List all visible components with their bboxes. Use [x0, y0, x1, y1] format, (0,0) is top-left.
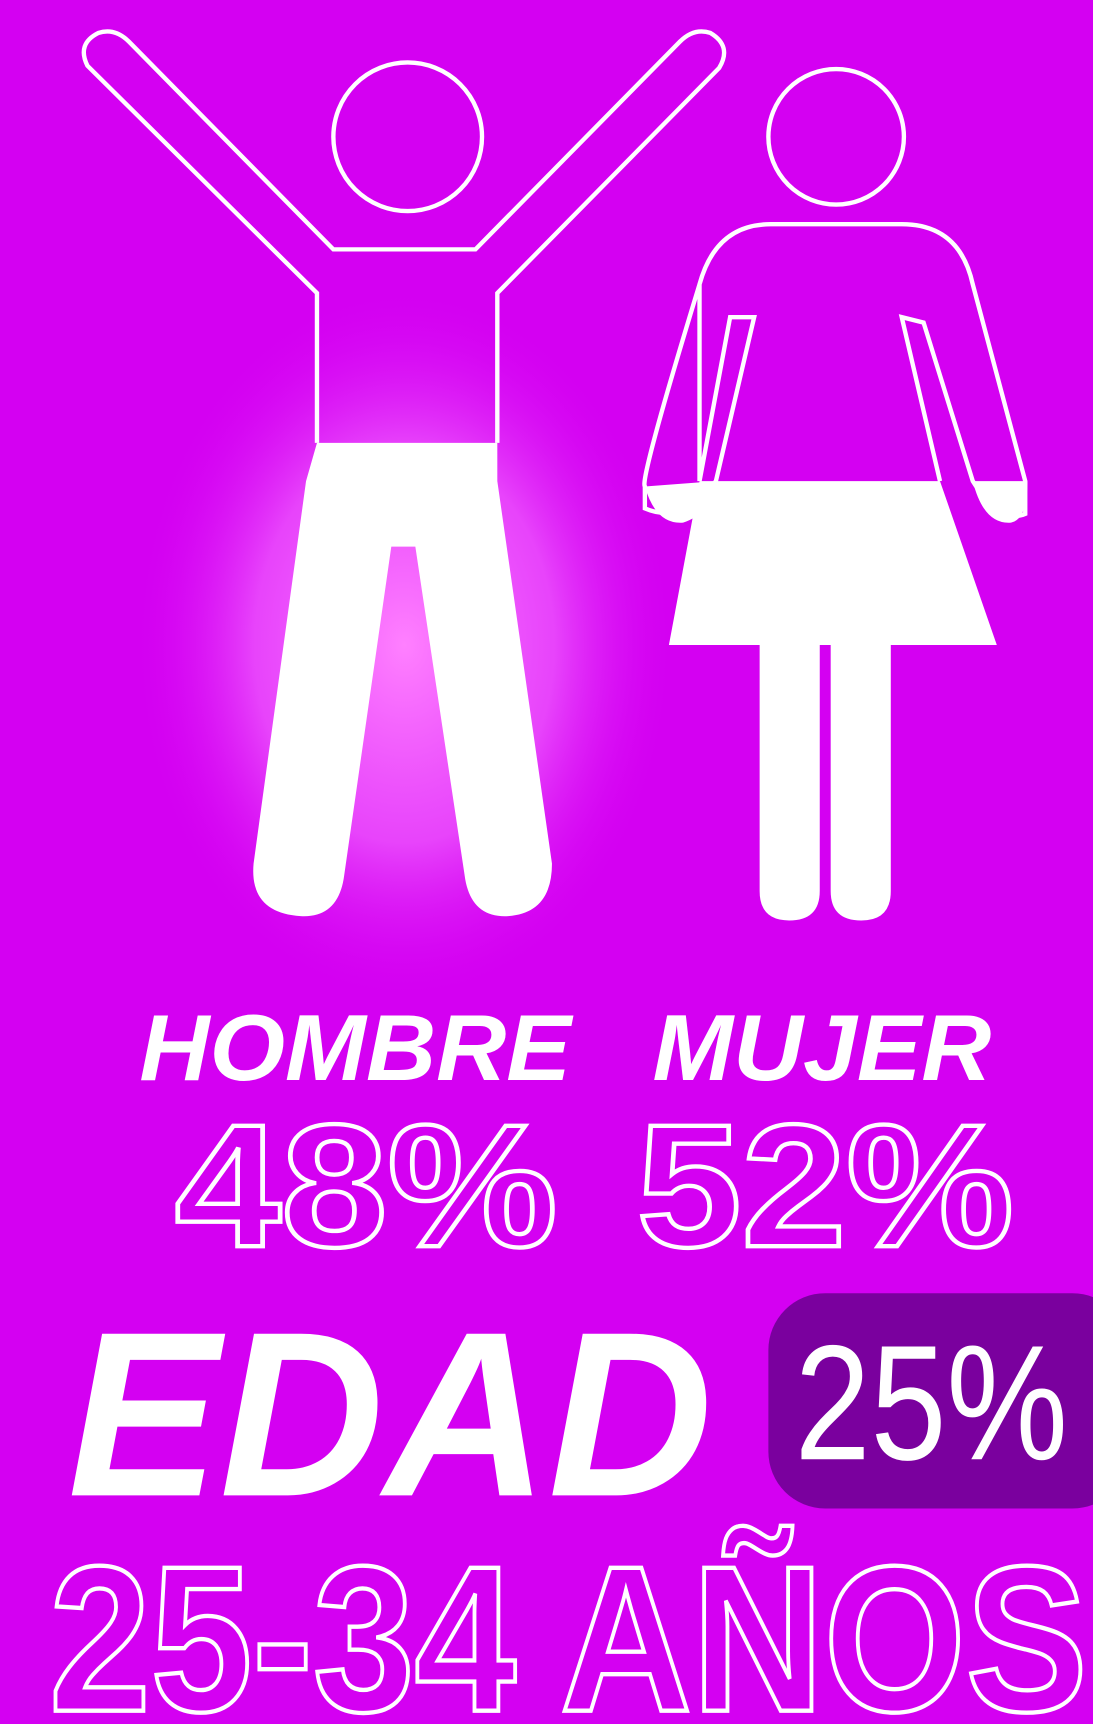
woman-leg: [759, 645, 820, 921]
age-share: 25%: [795, 1311, 1068, 1494]
woman-skirt: [668, 481, 997, 646]
man-outline: [81, 29, 727, 443]
woman-hand: [644, 481, 716, 523]
age-title: EDAD: [68, 1282, 713, 1545]
gender-label: MUJER: [653, 995, 992, 1100]
woman-hand: [972, 481, 1028, 523]
woman-leg: [830, 645, 891, 921]
age-range: 25-34 AÑOS: [49, 1524, 1087, 1724]
age-badge: [768, 1293, 1093, 1509]
gender-share: 52%: [637, 1089, 1014, 1284]
man-fill: [253, 442, 552, 917]
gender-share: 48%: [175, 1089, 558, 1284]
gender-label: HOMBRE: [139, 995, 574, 1100]
glow: [131, 284, 678, 1006]
